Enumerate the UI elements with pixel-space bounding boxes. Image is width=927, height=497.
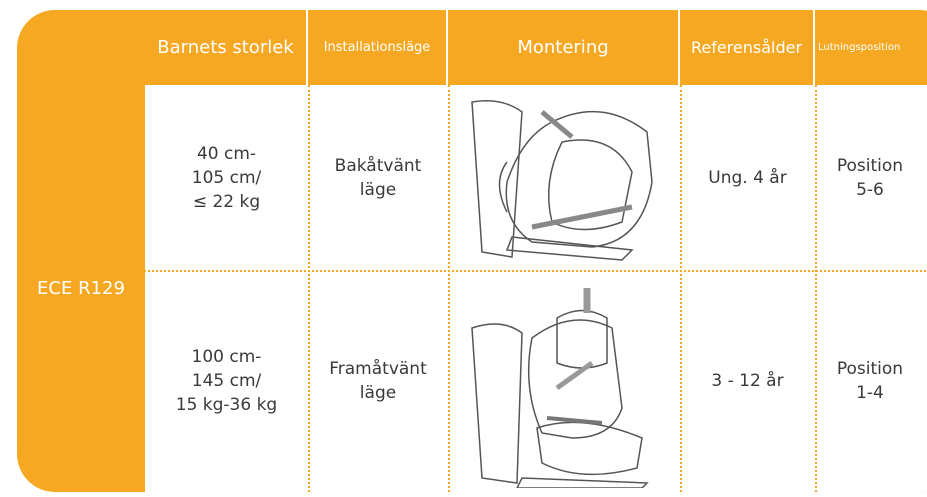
group-label: ECE R129 [37, 278, 125, 299]
table-cell: 40 cm- 105 cm/ ≤ 22 kg [145, 85, 308, 270]
cell-line: läge [359, 383, 397, 403]
col-divider [815, 85, 817, 492]
table-cell: Ung. 4 år [680, 85, 815, 270]
cell-line: Position [836, 359, 904, 379]
cell-line: Bakåtvänt [334, 155, 422, 176]
cell-line: ≤ 22 kg [192, 191, 261, 212]
cell-line: läge [359, 179, 397, 200]
cell-line: Ung. 4 år [708, 167, 787, 188]
table-cell: Framåtvänt läge [308, 270, 448, 492]
cell-line: 105 cm/ [191, 167, 262, 188]
table-card: Barnets storlek Installationsläge Monter… [17, 10, 927, 492]
cell-line: 3 - 12 år [711, 371, 784, 391]
cell-line: 100 cm- [191, 347, 262, 367]
cell-line: 5-6 [856, 179, 884, 200]
col-divider [680, 85, 682, 492]
cell-line: Framåtvänt [329, 359, 427, 379]
table-cell: Bakåtvänt läge [308, 85, 448, 270]
forward-facing-seat-illustration [471, 288, 649, 488]
col-divider [308, 85, 310, 492]
table-cell: Position 1-4 [815, 270, 925, 492]
table-cell: 3 - 12 år [680, 270, 815, 492]
cell-line: 40 cm- [196, 143, 257, 164]
cell-line: 1-4 [856, 383, 884, 403]
column-header: Barnets storlek [145, 10, 308, 85]
column-header: Referensålder [680, 10, 815, 85]
column-header: Lutningsposition [818, 42, 901, 53]
cell-line: 145 cm/ [191, 371, 262, 391]
cell-line: Position [836, 155, 904, 176]
table-cell: 100 cm- 145 cm/15 kg-36 kg [145, 270, 308, 492]
col-divider [448, 85, 450, 492]
table-body [145, 85, 927, 492]
column-header: Installationsläge [308, 10, 448, 85]
cell-line: 15 kg-36 kg [175, 395, 278, 415]
rear-facing-seat-illustration [471, 100, 653, 261]
table-cell: Position 5-6 [815, 85, 925, 270]
row-divider [17, 270, 927, 272]
column-header: Montering [448, 10, 680, 85]
